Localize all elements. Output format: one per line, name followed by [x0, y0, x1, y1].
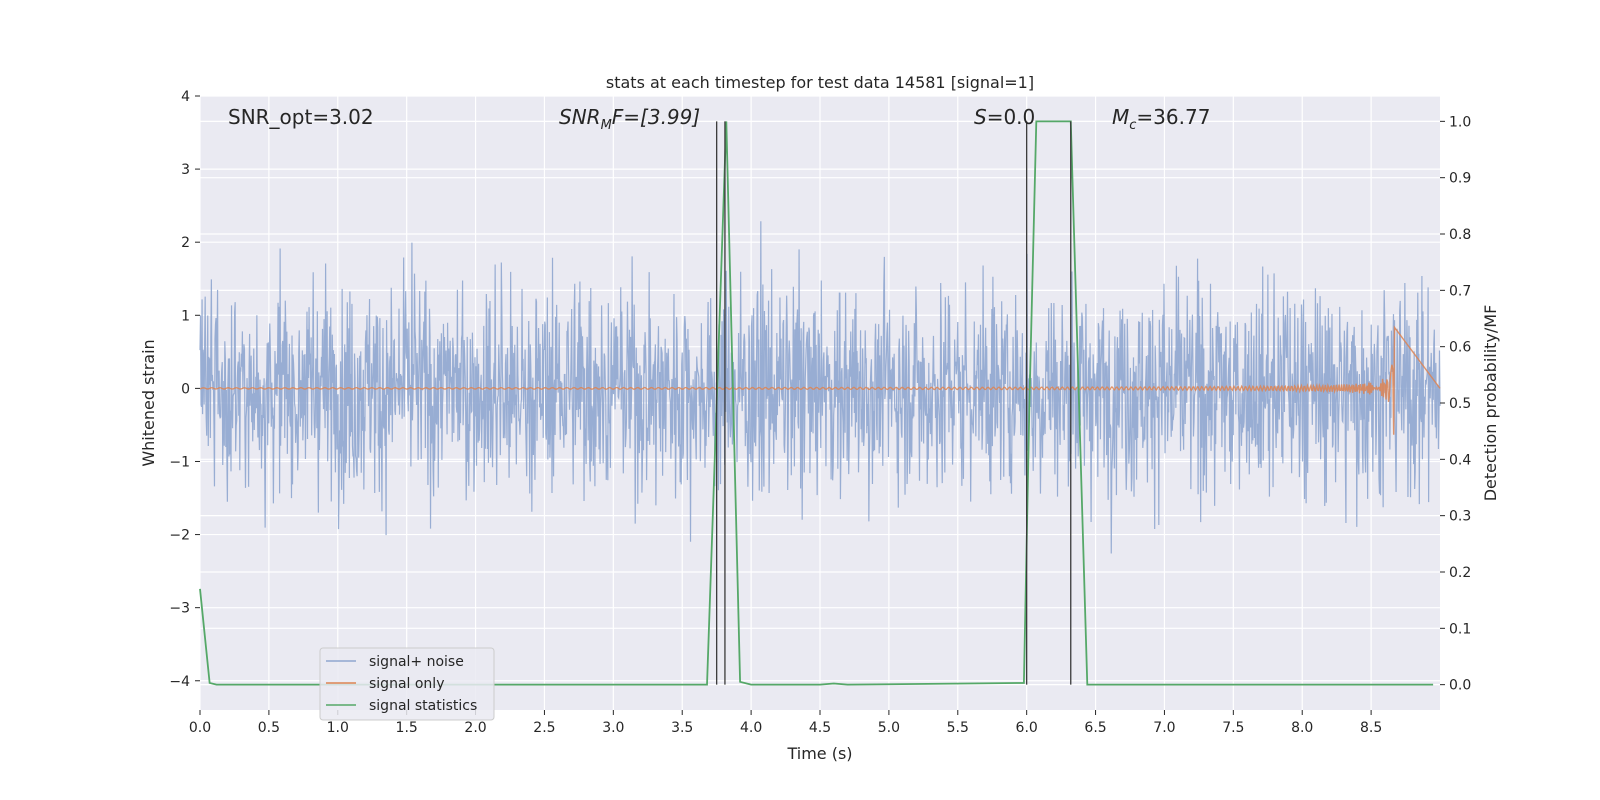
x-axis-title: Time (s) — [786, 744, 852, 763]
y-axis-ticks: 4 3 2 1 0 −1 −2 −3 −4 — [169, 89, 200, 690]
x-tick-label: 6.0 — [1016, 720, 1038, 736]
x-tick-label: 0.5 — [258, 720, 280, 736]
annotation-mc-sub: c — [1129, 118, 1136, 133]
annotation-snr-opt: SNR_opt=3.02 — [228, 105, 374, 129]
y2-axis-title: Detection probability/MF — [1481, 305, 1500, 502]
y2-tick-label: 0.0 — [1449, 678, 1471, 694]
x-tick-label: 3.5 — [671, 720, 693, 736]
legend: signal+ noise signal only signal statist… — [319, 647, 495, 721]
signal-only-line — [199, 325, 1441, 435]
annotation-snr-mf-sub: M — [601, 118, 612, 133]
x-tick-label: 6.5 — [1084, 720, 1106, 736]
y-tick-label: −2 — [169, 528, 190, 544]
legend-label-signal-noise: signal+ noise — [369, 654, 464, 670]
x-tick-label: 2.0 — [464, 720, 486, 736]
annotation-snr-mf-rest: F=[3.99] — [612, 105, 700, 129]
annotation-s: S=0.0 — [974, 105, 1035, 129]
x-tick-label: 4.0 — [740, 720, 762, 736]
x-tick-label: 0.0 — [189, 720, 211, 736]
y2-tick-label: 0.2 — [1449, 565, 1471, 581]
annotation-snr-mf: SNRMF=[3.99] — [559, 105, 700, 133]
vertical-marker-lines — [716, 121, 1072, 685]
x-tick-label: 7.5 — [1222, 720, 1244, 736]
signal-statistics-series — [199, 120, 1434, 686]
chart-title: stats at each timestep for test data 145… — [606, 73, 1034, 92]
signal-statistics-line — [199, 120, 1434, 686]
annotation-mc-main: M — [1112, 105, 1129, 129]
y2-axis-ticks: 1.0 0.9 0.8 0.7 0.6 0.5 0.4 0.3 0.2 0.1 0.0 — [1440, 114, 1471, 694]
y-tick-label: −1 — [169, 454, 190, 470]
annotation-s-main: S — [974, 105, 987, 129]
y2-tick-label: 0.5 — [1449, 396, 1471, 412]
y-tick-label: −3 — [169, 601, 190, 617]
y2-tick-label: 0.7 — [1449, 283, 1471, 299]
x-tick-label: 8.5 — [1360, 720, 1382, 736]
x-tick-label: 2.5 — [533, 720, 555, 736]
x-tick-label: 5.5 — [947, 720, 969, 736]
y-axis-title: Whitened strain — [139, 339, 158, 466]
annotation-s-rest: =0.0 — [987, 105, 1036, 129]
signal-noise-series — [199, 221, 1441, 554]
y-tick-label: 2 — [181, 235, 190, 251]
x-tick-label: 1.5 — [396, 720, 418, 736]
annotation-mc: Mc=36.77 — [1112, 105, 1210, 133]
y2-tick-label: 0.1 — [1449, 621, 1471, 637]
legend-box — [319, 647, 495, 721]
y-tick-label: 1 — [181, 308, 190, 324]
x-axis-ticks: 0.0 0.5 1.0 1.5 2.0 2.5 3.0 3.5 4.0 4.5 5.0 5.5 6.0 6… — [189, 710, 1382, 736]
y2-tick-label: 0.9 — [1449, 171, 1471, 187]
y-tick-label: 0 — [181, 381, 190, 397]
signal-noise-line — [199, 221, 1441, 554]
y-tick-label: −4 — [169, 674, 190, 690]
x-tick-label: 1.0 — [327, 720, 349, 736]
y2-tick-label: 1.0 — [1449, 114, 1471, 130]
y2-tick-label: 0.8 — [1449, 227, 1471, 243]
signal-only-series — [199, 325, 1441, 435]
y2-tick-label: 0.4 — [1449, 452, 1471, 468]
y-tick-label: 4 — [181, 89, 190, 105]
y2-tick-label: 0.6 — [1449, 340, 1471, 356]
x-tick-label: 4.5 — [809, 720, 831, 736]
x-tick-label: 7.0 — [1153, 720, 1175, 736]
x-tick-label: 3.0 — [602, 720, 624, 736]
y-tick-label: 3 — [181, 162, 190, 178]
annotation-snr-mf-main: SNR — [559, 105, 601, 129]
legend-label-signal-only: signal only — [369, 676, 444, 692]
annotation-mc-rest: =36.77 — [1136, 105, 1210, 129]
y2-tick-label: 0.3 — [1449, 509, 1471, 525]
x-tick-label: 8.0 — [1291, 720, 1313, 736]
legend-label-signal-statistics: signal statistics — [369, 698, 477, 714]
x-tick-label: 5.0 — [878, 720, 900, 736]
